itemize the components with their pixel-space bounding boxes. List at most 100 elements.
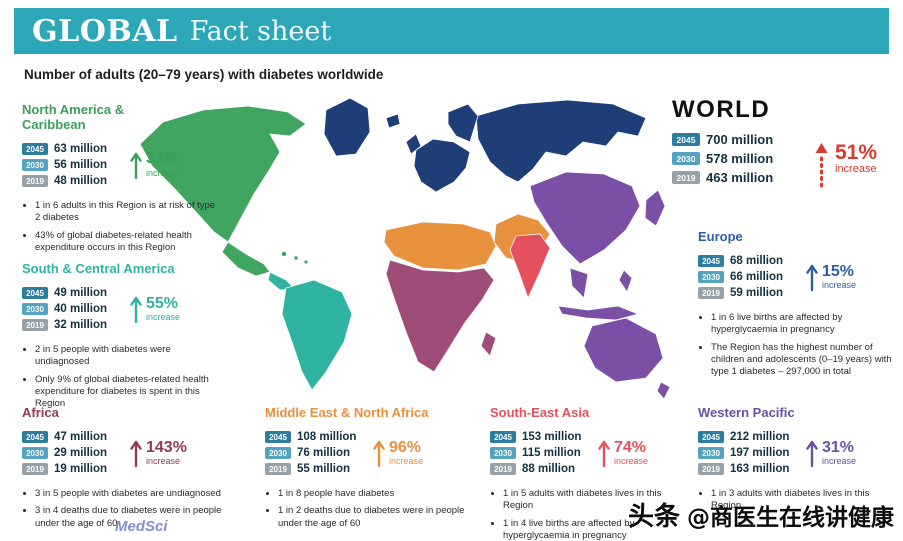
stat-row: 2045 47 million bbox=[22, 430, 122, 443]
fact-item: The Region has the highest number of chi… bbox=[711, 342, 896, 379]
region-facts: 1 in 6 adults in this Region is at risk … bbox=[22, 200, 217, 254]
stat-row: 2030 40 million bbox=[22, 302, 122, 315]
map-region-caribbean-1 bbox=[280, 250, 287, 257]
region-stats: 2045 63 million 2030 56 million 2019 48 … bbox=[22, 139, 122, 191]
increase-indicator: 96% increase bbox=[373, 438, 423, 468]
map-region-caribbean-3 bbox=[303, 259, 309, 265]
increase-label: increase bbox=[389, 456, 424, 467]
year-badge-2045: 2045 bbox=[22, 430, 48, 443]
map-region-iceland bbox=[385, 113, 401, 129]
region-western-pacific: Western Pacific 2045 212 million 2030 19… bbox=[698, 405, 893, 518]
stat-value: 48 million bbox=[54, 174, 108, 187]
region-north-america-caribbean: North America & Caribbean 2045 63 millio… bbox=[22, 102, 222, 259]
year-badge-2045: 2045 bbox=[22, 142, 48, 155]
year-badge-2019: 2019 bbox=[490, 462, 516, 475]
stat-row: 2019 88 million bbox=[490, 462, 590, 475]
increase-percent: 15% bbox=[822, 262, 855, 280]
increase-label: increase bbox=[146, 168, 181, 179]
map-region-indonesia bbox=[557, 305, 639, 321]
region-stats: 2045 68 million 2030 66 million 2019 59 … bbox=[698, 251, 798, 303]
stat-row: 2019 32 million bbox=[22, 318, 122, 331]
year-badge-2030: 2030 bbox=[22, 158, 48, 171]
stat-value: 59 million bbox=[730, 286, 784, 299]
region-title: Western Pacific bbox=[698, 405, 795, 420]
stat-row: 2019 48 million bbox=[22, 174, 122, 187]
region-title: Africa bbox=[22, 405, 59, 420]
fact-item: 3 in 5 people with diabetes are undiagno… bbox=[35, 488, 245, 500]
increase-percent: 31% bbox=[822, 438, 855, 456]
year-badge-2019: 2019 bbox=[265, 462, 291, 475]
region-africa: Africa 2045 47 million 2030 29 million 2… bbox=[22, 405, 250, 535]
stat-value: 47 million bbox=[54, 430, 108, 443]
fact-item: 1 in 6 adults in this Region is at risk … bbox=[35, 200, 217, 225]
up-arrow-icon bbox=[373, 440, 385, 468]
stat-value: 578 million bbox=[706, 151, 774, 166]
region-facts: 1 in 3 adults with diabetes lives in thi… bbox=[698, 488, 891, 513]
page-title-bold: GLOBAL bbox=[32, 13, 178, 49]
region-middle-east-north-africa: Middle East & North Africa 2045 108 mill… bbox=[265, 405, 480, 535]
stat-row: 2045 63 million bbox=[22, 142, 122, 155]
stat-row: 2030 115 million bbox=[490, 446, 590, 459]
fact-item: 1 in 2 deaths due to diabetes were in pe… bbox=[278, 505, 473, 530]
year-badge-2030: 2030 bbox=[490, 446, 516, 459]
increase-indicator: 31% increase bbox=[806, 438, 856, 468]
increase-percent: 55% bbox=[146, 294, 179, 312]
year-badge-2019: 2019 bbox=[698, 286, 724, 299]
stat-row: 2045 212 million bbox=[698, 430, 798, 443]
stat-row: 2030 578 million bbox=[672, 151, 893, 166]
map-region-southeast-asia bbox=[569, 267, 589, 299]
year-badge-2045: 2045 bbox=[490, 430, 516, 443]
increase-percent: 74% bbox=[614, 438, 647, 456]
world-increase-indicator: 51% increase bbox=[814, 142, 877, 188]
stat-value: 66 million bbox=[730, 270, 784, 283]
stat-value: 88 million bbox=[522, 462, 576, 475]
map-region-greenland bbox=[323, 97, 371, 157]
map-region-japan bbox=[644, 189, 666, 227]
region-title: Europe bbox=[698, 229, 743, 244]
up-arrow-icon bbox=[130, 440, 142, 468]
stat-value: 197 million bbox=[730, 446, 790, 459]
stat-value: 49 million bbox=[54, 286, 108, 299]
map-region-india bbox=[509, 233, 551, 299]
up-arrow-icon bbox=[130, 296, 142, 324]
fact-item: 1 in 3 adults with diabetes lives in thi… bbox=[711, 488, 891, 513]
year-badge-2030: 2030 bbox=[22, 446, 48, 459]
region-facts: 1 in 5 adults with diabetes lives in thi… bbox=[490, 488, 691, 541]
region-facts: 2 in 5 people with diabetes were undiagn… bbox=[22, 344, 220, 411]
world-map bbox=[139, 97, 671, 400]
stat-value: 32 million bbox=[54, 318, 108, 331]
watermark: 头条 @商医生在线讲健康 bbox=[628, 496, 894, 533]
stat-value: 700 million bbox=[706, 132, 774, 147]
year-badge-2045: 2045 bbox=[698, 254, 724, 267]
map-region-europe bbox=[413, 138, 471, 193]
map-region-mexico bbox=[221, 241, 271, 277]
region-stats: 2045 153 million 2030 115 million 2019 8… bbox=[490, 427, 590, 479]
map-region-north-america bbox=[139, 105, 307, 243]
fact-item: 1 in 5 adults with diabetes lives in thi… bbox=[503, 488, 691, 513]
increase-indicator: 74% increase bbox=[598, 438, 648, 468]
region-title: South-East Asia bbox=[490, 405, 590, 420]
stat-row: 2019 19 million bbox=[22, 462, 122, 475]
stat-value: 153 million bbox=[522, 430, 582, 443]
increase-label: increase bbox=[614, 456, 649, 467]
stat-value: 115 million bbox=[522, 446, 581, 459]
stat-value: 212 million bbox=[730, 430, 790, 443]
map-region-australia bbox=[583, 317, 664, 383]
year-badge-2019: 2019 bbox=[672, 171, 700, 184]
header-bar: GLOBAL Fact sheet bbox=[14, 8, 889, 54]
stat-row: 2030 66 million bbox=[698, 270, 798, 283]
increase-percent: 51% bbox=[835, 141, 878, 164]
map-region-north-africa bbox=[383, 221, 497, 271]
page-subtitle: Number of adults (20–79 years) with diab… bbox=[24, 67, 384, 82]
stat-row: 2019 463 million bbox=[672, 170, 893, 185]
region-stats: 2045 212 million 2030 197 million 2019 1… bbox=[698, 427, 798, 479]
stat-value: 29 million bbox=[54, 446, 108, 459]
increase-label: increase bbox=[146, 456, 181, 467]
year-badge-2019: 2019 bbox=[698, 462, 724, 475]
year-badge-2045: 2045 bbox=[22, 286, 48, 299]
stat-row: 2030 56 million bbox=[22, 158, 122, 171]
year-badge-2045: 2045 bbox=[698, 430, 724, 443]
year-badge-2030: 2030 bbox=[672, 152, 700, 165]
stat-row: 2030 29 million bbox=[22, 446, 122, 459]
